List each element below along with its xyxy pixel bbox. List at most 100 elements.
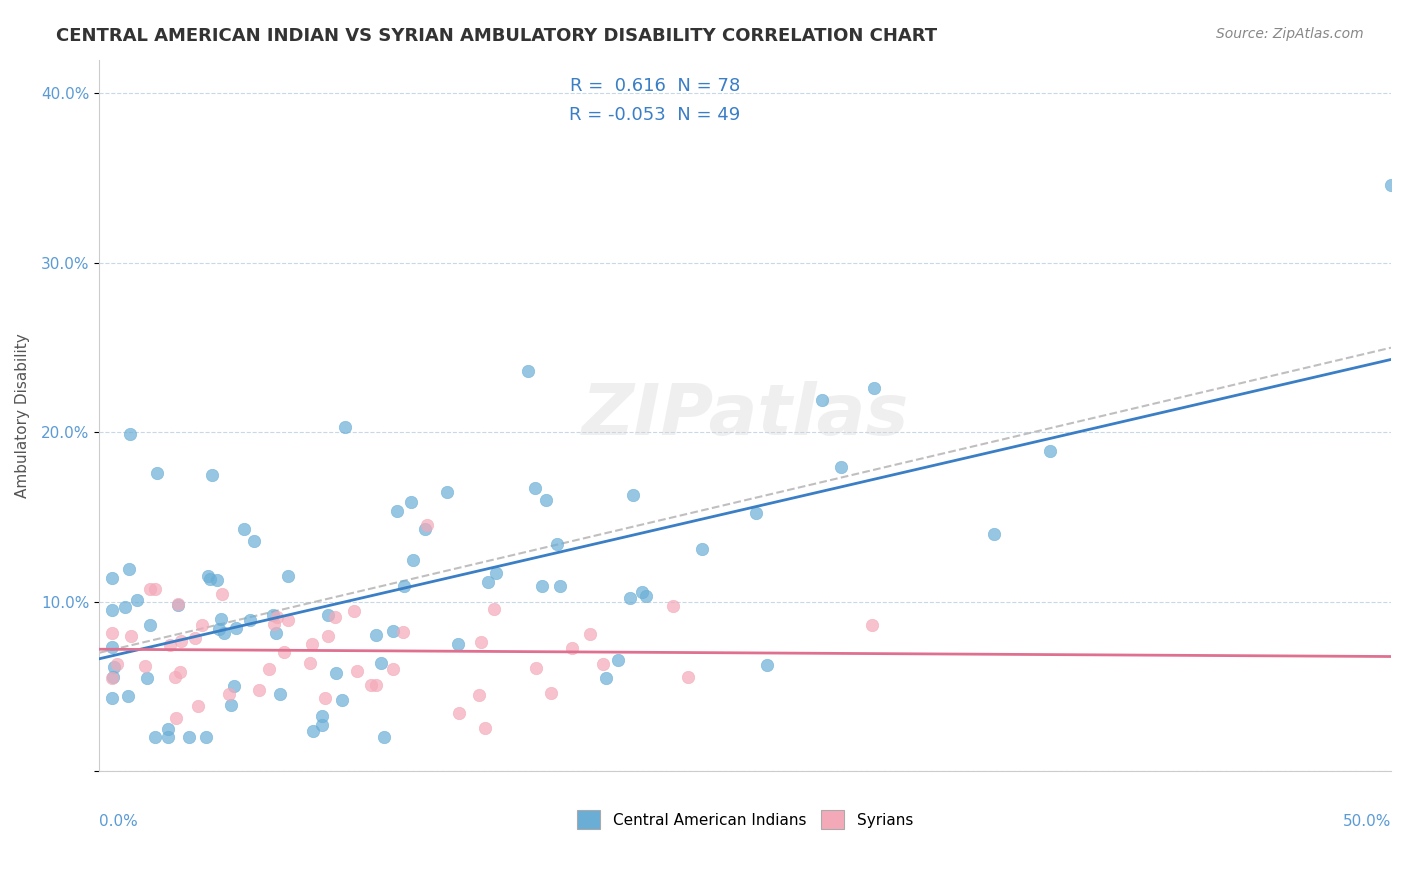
Point: [159, 638, 181, 652]
Point: [187, 698, 209, 713]
Point: [301, 637, 323, 651]
Point: [177, 731, 200, 745]
Point: [191, 618, 214, 632]
Point: [485, 566, 508, 580]
Y-axis label: Ambulatory Disability: Ambulatory Disability: [15, 333, 30, 498]
Point: [477, 575, 499, 590]
Point: [470, 635, 492, 649]
Text: R = -0.053  N = 49: R = -0.053 N = 49: [569, 106, 741, 124]
Point: [662, 599, 685, 613]
Point: [370, 656, 392, 670]
Text: 50.0%: 50.0%: [1343, 814, 1391, 829]
Point: [360, 678, 382, 692]
Point: [619, 591, 641, 606]
Point: [482, 601, 505, 615]
Point: [143, 731, 166, 745]
Point: [387, 504, 409, 518]
Point: [636, 589, 658, 603]
Point: [135, 671, 157, 685]
Point: [167, 598, 190, 612]
Point: [579, 626, 602, 640]
Point: [207, 622, 229, 636]
Point: [184, 632, 207, 646]
Point: [630, 585, 652, 599]
Point: [264, 626, 287, 640]
Point: [621, 488, 644, 502]
Point: [531, 578, 554, 592]
Point: [330, 693, 353, 707]
Point: [447, 706, 470, 720]
Point: [239, 613, 262, 627]
Point: [755, 657, 778, 672]
Point: [364, 628, 387, 642]
Point: [394, 579, 416, 593]
Point: [413, 522, 436, 536]
Point: [1379, 178, 1402, 193]
Point: [277, 613, 299, 627]
Point: [346, 664, 368, 678]
Text: Source: ZipAtlas.com: Source: ZipAtlas.com: [1216, 27, 1364, 41]
Point: [311, 709, 333, 723]
Point: [607, 653, 630, 667]
Point: [243, 533, 266, 548]
Point: [523, 481, 546, 495]
Text: ZIPatlas: ZIPatlas: [582, 381, 908, 450]
Point: [592, 657, 614, 672]
Point: [860, 617, 883, 632]
Point: [302, 723, 325, 738]
Point: [219, 698, 242, 713]
Point: [222, 679, 245, 693]
Point: [366, 678, 388, 692]
Point: [983, 527, 1005, 541]
Point: [218, 688, 240, 702]
Point: [101, 691, 124, 706]
Point: [318, 629, 340, 643]
Point: [526, 661, 548, 675]
Point: [101, 626, 124, 640]
Point: [225, 621, 247, 635]
Point: [548, 579, 571, 593]
Point: [157, 722, 180, 736]
Point: [382, 662, 405, 676]
Point: [277, 569, 299, 583]
Point: [690, 542, 713, 557]
Point: [139, 582, 162, 597]
Point: [534, 492, 557, 507]
Point: [561, 641, 583, 656]
Point: [165, 711, 187, 725]
Point: [139, 618, 162, 632]
Point: [143, 582, 166, 596]
Point: [745, 506, 768, 520]
Point: [233, 522, 256, 536]
Point: [263, 616, 285, 631]
Point: [316, 608, 339, 623]
Point: [546, 537, 568, 551]
Point: [343, 604, 366, 618]
Point: [195, 731, 218, 745]
Point: [101, 640, 124, 655]
Point: [1039, 443, 1062, 458]
Point: [269, 687, 291, 701]
Point: [325, 666, 347, 681]
Point: [167, 597, 190, 611]
Point: [197, 569, 219, 583]
Point: [209, 612, 232, 626]
Point: [516, 363, 538, 377]
Point: [118, 426, 141, 441]
Text: CENTRAL AMERICAN INDIAN VS SYRIAN AMBULATORY DISABILITY CORRELATION CHART: CENTRAL AMERICAN INDIAN VS SYRIAN AMBULA…: [56, 27, 938, 45]
Point: [436, 485, 458, 500]
Point: [402, 553, 425, 567]
Point: [678, 670, 700, 684]
Legend: Central American Indians, Syrians: Central American Indians, Syrians: [571, 804, 920, 835]
Point: [392, 624, 415, 639]
Point: [323, 610, 346, 624]
Point: [273, 645, 295, 659]
Point: [201, 468, 224, 483]
Point: [212, 625, 235, 640]
Point: [298, 656, 321, 670]
Point: [101, 603, 124, 617]
Point: [862, 381, 884, 395]
Point: [101, 670, 124, 684]
Point: [205, 573, 228, 587]
Point: [311, 718, 333, 732]
